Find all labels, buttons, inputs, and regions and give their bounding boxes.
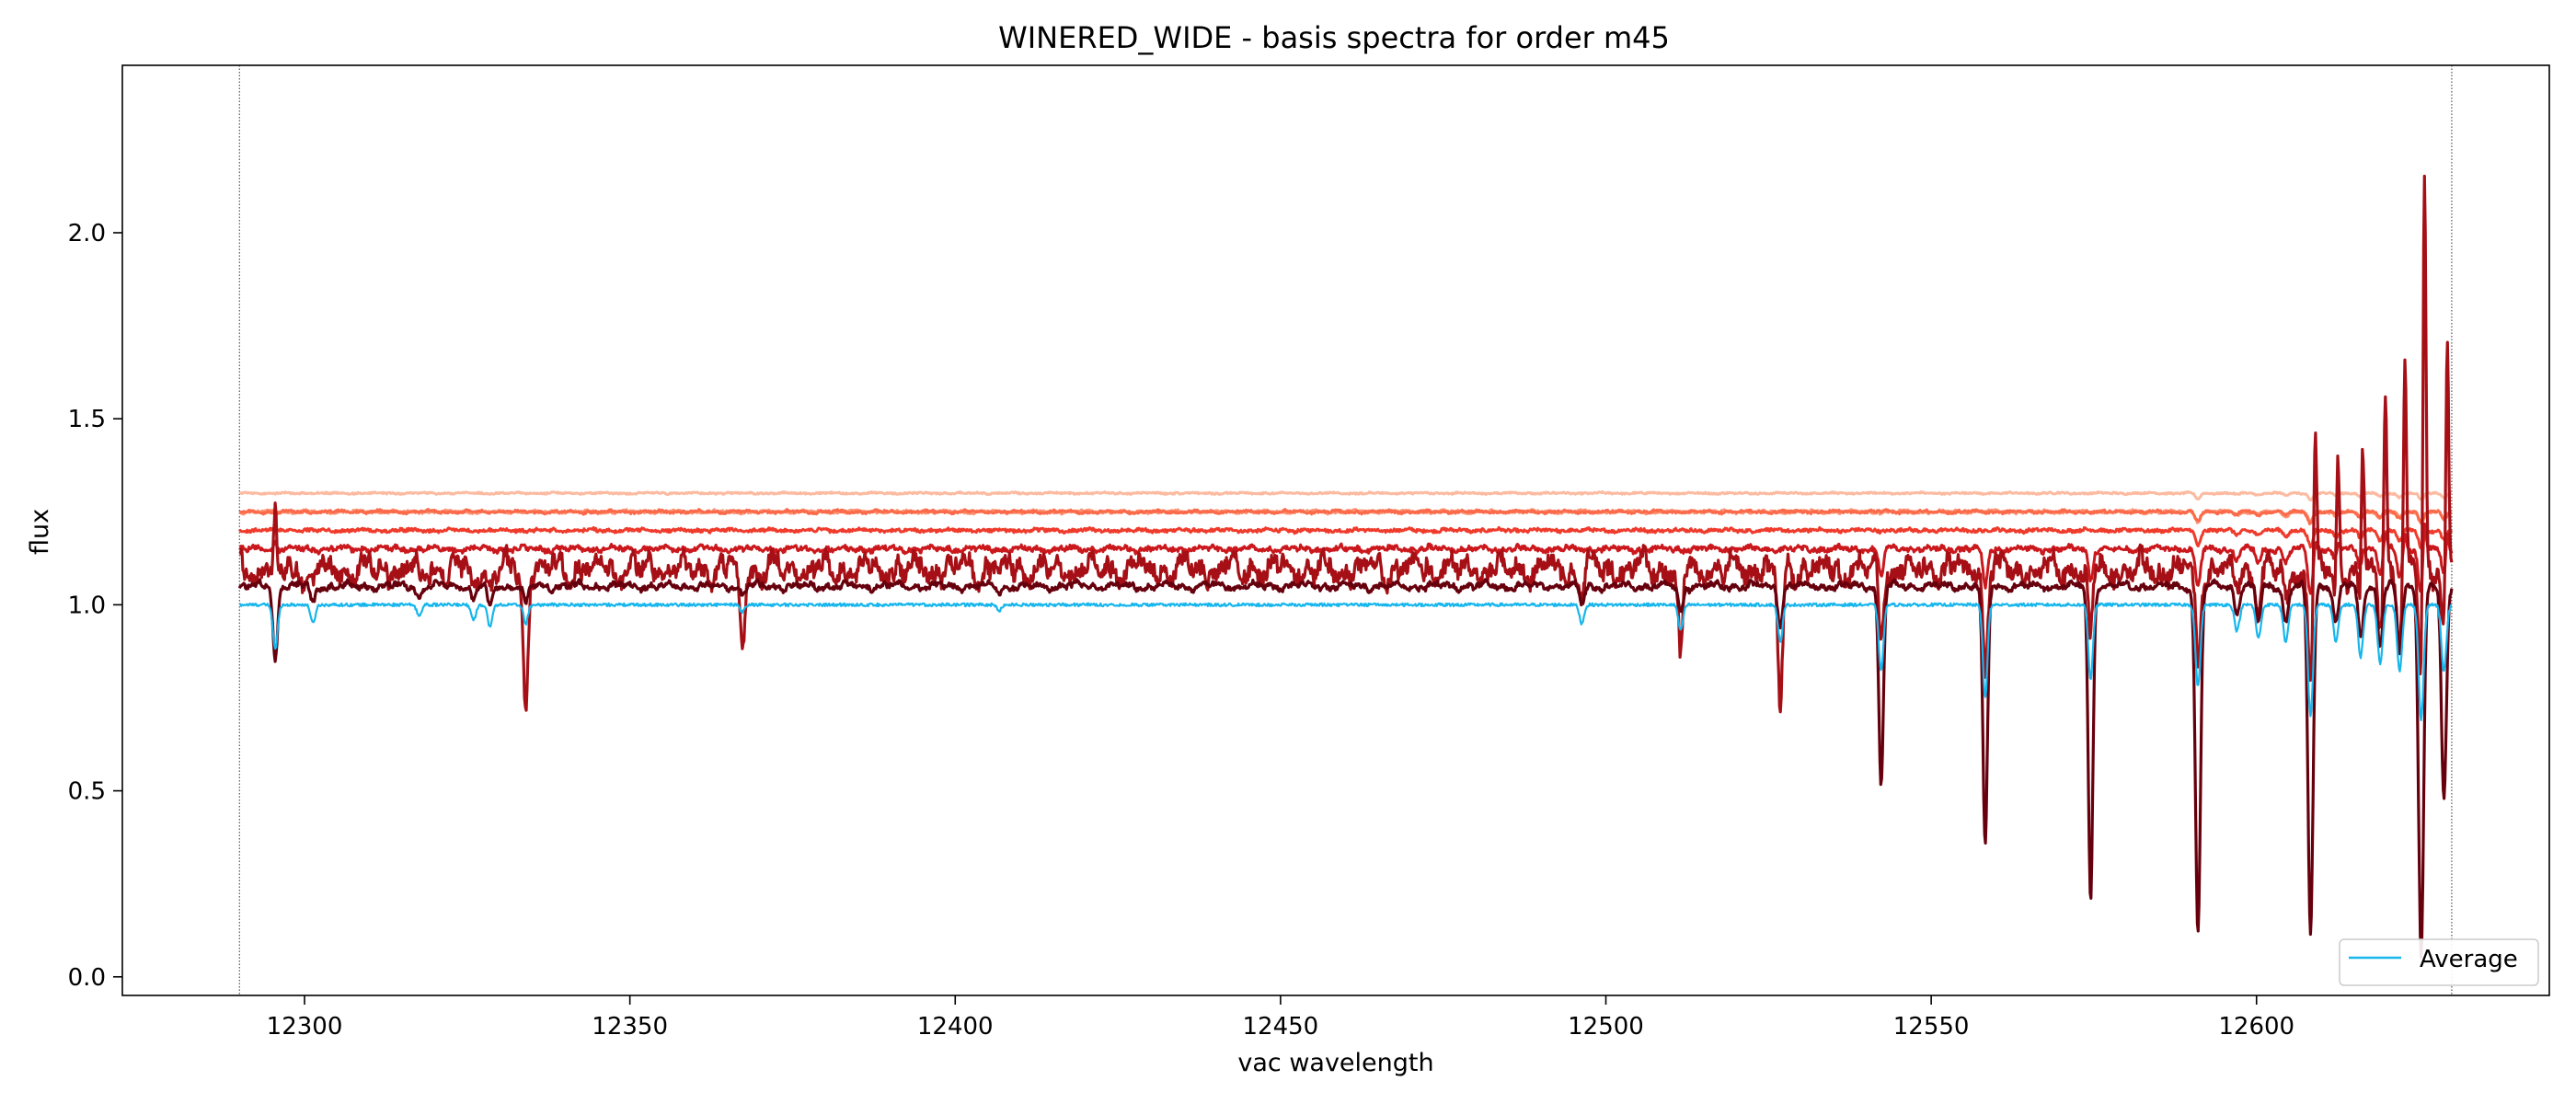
chart-title: WINERED_WIDE - basis spectra for order m… [998, 20, 1670, 55]
y-axis-label: flux [26, 509, 54, 555]
legend: Average [2339, 938, 2539, 986]
plot-frame [121, 64, 2550, 996]
series-line-basis-2 [238, 174, 2454, 714]
y-tick-label: 0.0 [68, 964, 106, 992]
y-axis-ticks: 0.0 0.5 1.0 1.5 2.0 [68, 220, 122, 992]
x-tick-label: 12550 [1893, 1013, 1970, 1041]
x-tick-label: 12500 [1568, 1013, 1644, 1041]
series-line-basis-3 [238, 522, 2454, 595]
plot-area [237, 65, 2454, 995]
x-axis-ticks: 12300 12350 12400 12450 12500 12550 12600 [267, 995, 2294, 1041]
series-line-basis-1 [237, 578, 2454, 960]
y-tick-label: 1.5 [68, 406, 106, 433]
y-tick-label: 0.5 [68, 778, 106, 806]
series-line-basis-7 [238, 490, 2453, 502]
legend-box [2339, 938, 2539, 986]
y-tick-label: 2.0 [68, 220, 106, 247]
series-line-basis-4 [238, 525, 2454, 550]
x-tick-label: 12400 [917, 1013, 994, 1041]
series-line-average [239, 602, 2453, 721]
series-line-basis-5 [238, 508, 2453, 525]
x-axis-label: vac wavelength [1237, 1049, 1433, 1077]
series-group [237, 174, 2454, 960]
x-tick-label: 12300 [267, 1013, 343, 1041]
x-tick-label: 12350 [592, 1013, 668, 1041]
x-tick-label: 12450 [1243, 1013, 1319, 1041]
x-tick-label: 12600 [2218, 1013, 2294, 1041]
legend-label-average: Average [2420, 946, 2518, 973]
y-tick-label: 1.0 [68, 592, 106, 619]
